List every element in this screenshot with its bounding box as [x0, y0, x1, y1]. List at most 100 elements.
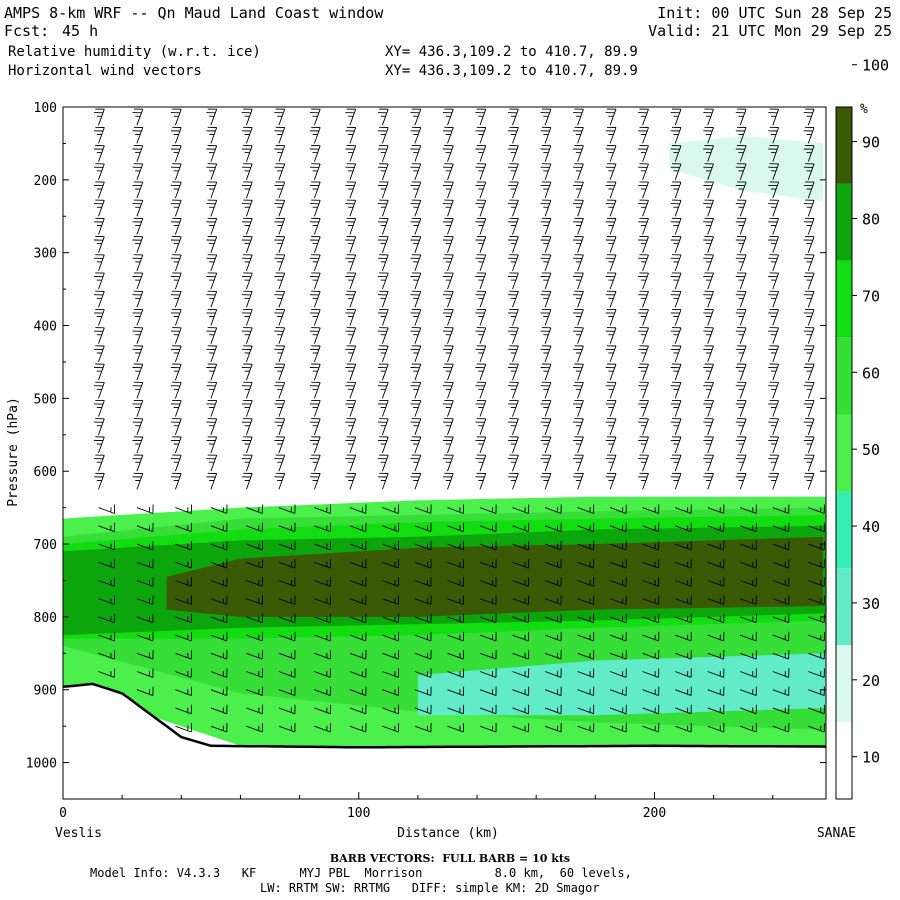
wind-barb [475, 308, 487, 326]
wind-barb [803, 236, 815, 253]
wind-barb [540, 454, 552, 472]
wind-barb [377, 217, 389, 235]
wind-barb [605, 145, 617, 162]
wind-barb [414, 504, 432, 514]
wind-barb [345, 363, 357, 381]
wind-barb [540, 217, 552, 235]
wind-barb [638, 181, 649, 199]
wind-barb [377, 181, 389, 199]
wind-barb [382, 650, 400, 660]
wind-barb [508, 381, 519, 399]
wind-barb [605, 454, 617, 472]
wind-barb [609, 704, 627, 715]
wind-barb [345, 272, 357, 290]
wind-barb [93, 418, 105, 435]
wind-barb [479, 577, 497, 587]
wind-barb [768, 254, 780, 272]
wind-barb [410, 472, 422, 490]
wind-barb [278, 577, 296, 587]
wind-barb [241, 163, 253, 180]
wind-barb [246, 650, 263, 660]
wind-barb [642, 504, 660, 514]
wind-barb [508, 254, 519, 272]
wind-barb [475, 290, 487, 308]
wind-barb [573, 181, 584, 199]
wind-barb [349, 559, 367, 569]
wind-barb [349, 613, 367, 624]
wind-barb [93, 399, 105, 417]
wind-barb [540, 145, 552, 162]
wind-barb [707, 704, 725, 715]
wind-barb [377, 436, 389, 454]
wind-barb [735, 163, 747, 180]
wind-barb [377, 308, 389, 326]
wind-barb [540, 381, 552, 399]
wind-barb [175, 722, 192, 733]
wind-barb [670, 290, 682, 308]
wind-barb [609, 577, 627, 587]
wind-barb [175, 504, 192, 514]
wind-barb [508, 181, 519, 199]
wind-barb [314, 613, 331, 624]
wind-barb [278, 540, 296, 551]
wind-barb [540, 290, 552, 308]
wind-barb [246, 540, 263, 551]
wind-barb [241, 345, 253, 363]
wind-barb [508, 108, 519, 126]
chart-title: AMPS 8-km WRF -- Qn Maud Land Coast wind… [4, 4, 384, 22]
wind-barb [707, 595, 725, 605]
wind-barb [132, 454, 144, 472]
wind-barb [349, 686, 367, 697]
y-tick-label: 200 [34, 174, 57, 189]
wind-barb [349, 577, 367, 587]
wind-barb [382, 722, 400, 733]
wind-barb [206, 181, 218, 199]
wind-barb [274, 254, 286, 272]
wind-barb [735, 363, 747, 381]
wind-barb [703, 199, 714, 217]
wind-barb [540, 272, 552, 290]
wind-barb [735, 290, 747, 308]
wind-barb [210, 650, 228, 660]
wind-barb [382, 595, 400, 605]
wind-barb [382, 668, 400, 678]
wind-barb [808, 631, 825, 642]
wind-barb [93, 145, 105, 162]
wind-barb [132, 254, 144, 272]
wind-barb [206, 108, 218, 126]
wind-barb [573, 145, 584, 162]
wind-barb [93, 454, 105, 472]
wind-barb [132, 381, 144, 399]
colorbar-label: 20 [862, 672, 880, 690]
wind-barb [508, 363, 519, 381]
colorbar-swatch [836, 414, 852, 492]
wind-barb [605, 399, 617, 417]
wind-barb [605, 345, 617, 363]
wind-barb [735, 308, 747, 326]
wind-barb [382, 522, 400, 533]
forecast-hour: 45 h [62, 22, 99, 40]
wind-barb [414, 686, 432, 697]
wind-barb [605, 254, 617, 272]
plot-frame [62, 106, 827, 800]
wind-barb [803, 381, 815, 399]
wind-barb [274, 327, 286, 344]
wind-barb [740, 650, 757, 660]
wind-barb [803, 217, 815, 235]
wind-barb [605, 199, 617, 217]
wind-barb [768, 108, 780, 126]
wind-barb [642, 559, 660, 569]
wind-barb [475, 108, 487, 126]
wind-barb [349, 704, 367, 715]
wind-barb [675, 631, 692, 642]
wind-barb [772, 577, 790, 587]
wind-barb [703, 381, 714, 399]
wind-barb [93, 272, 105, 290]
colorbar-label: 10 [862, 749, 880, 767]
wind-barb [206, 363, 218, 381]
wind-barb [670, 145, 682, 162]
wind-barb [605, 363, 617, 381]
wind-barb [274, 290, 286, 308]
wind-barb [345, 126, 357, 144]
